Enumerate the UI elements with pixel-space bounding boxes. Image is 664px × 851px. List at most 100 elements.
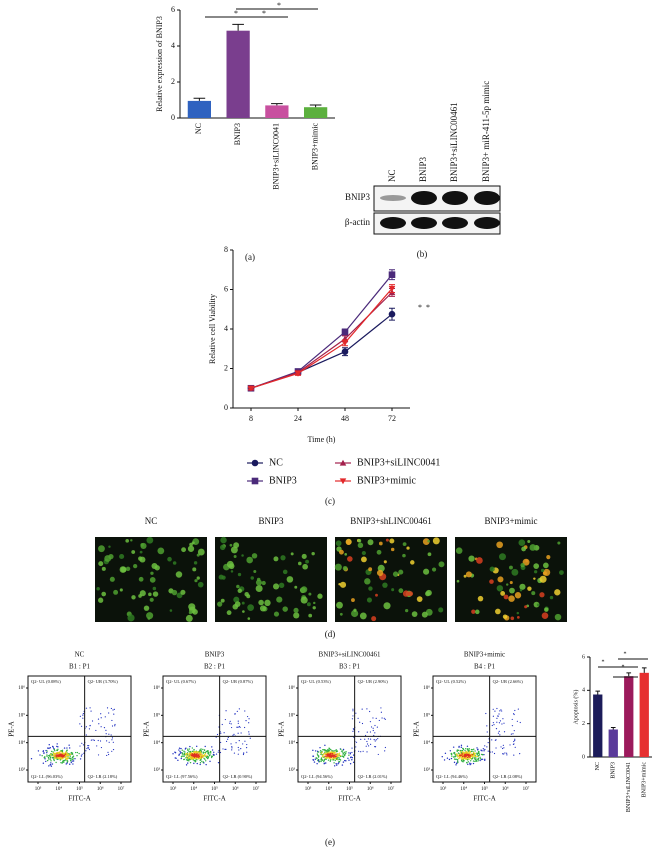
cell <box>468 555 475 562</box>
cell <box>148 592 152 597</box>
event-dot <box>342 748 345 751</box>
cell <box>197 548 205 556</box>
cell <box>149 577 156 583</box>
cell <box>220 598 225 603</box>
quadrant-label: Q2- UL (0.53%) <box>301 679 331 684</box>
cell <box>125 539 129 543</box>
cell <box>477 595 484 602</box>
event-dot <box>192 756 194 759</box>
cell <box>157 547 165 555</box>
event-dot <box>319 749 322 752</box>
plot-frame <box>27 675 132 783</box>
event-dot <box>111 737 114 739</box>
cell <box>495 608 501 615</box>
cell <box>278 582 285 589</box>
event-dot <box>85 750 87 752</box>
event-dot <box>337 763 339 765</box>
cell <box>251 553 258 559</box>
blot-band <box>380 217 406 229</box>
x-tick-label: BNIP3+siLINC0041 <box>272 123 281 190</box>
event-dot <box>459 751 462 753</box>
event-dot <box>325 752 328 755</box>
event-dot <box>237 726 239 728</box>
event-dot <box>384 750 386 752</box>
event-dot <box>349 756 352 759</box>
cell <box>456 579 460 583</box>
event-dot <box>87 746 89 749</box>
event-dot <box>199 762 202 764</box>
cell <box>317 593 323 599</box>
event-dot <box>190 753 192 755</box>
event-dot <box>352 730 354 732</box>
y-tick-label: 2 <box>171 77 175 86</box>
event-dot <box>100 726 102 728</box>
y-tick-label: 0 <box>582 754 585 760</box>
cell <box>518 539 526 547</box>
event-dot <box>463 755 465 757</box>
cell <box>540 568 545 573</box>
event-dot <box>111 719 113 722</box>
cell <box>273 583 280 590</box>
event-dot <box>456 760 459 762</box>
event-dot <box>475 759 477 761</box>
event-dot <box>68 753 70 755</box>
event-dot <box>177 759 179 762</box>
x-tick-label: NC <box>194 123 203 134</box>
event-dot <box>503 722 505 724</box>
event-dot <box>503 747 505 749</box>
cell <box>391 588 395 592</box>
event-dot <box>502 753 504 755</box>
cell <box>392 571 399 577</box>
x-tick-label: 10⁴ <box>460 786 467 792</box>
event-dot <box>50 752 52 755</box>
event-dot <box>370 726 373 728</box>
cell <box>172 561 177 565</box>
marker <box>339 478 347 485</box>
event-dot <box>452 752 455 754</box>
cell <box>475 609 480 615</box>
blot-box <box>373 212 501 235</box>
x-tick-label: 10⁴ <box>325 786 332 792</box>
event-dot <box>106 754 108 757</box>
cell <box>385 538 389 542</box>
event-dot <box>202 761 205 763</box>
event-dot <box>497 732 500 734</box>
event-dot <box>480 758 482 760</box>
cell <box>300 586 308 593</box>
cell <box>113 589 119 595</box>
event-dot <box>472 755 475 757</box>
cell <box>273 556 279 562</box>
cell <box>98 561 104 567</box>
event-dot <box>498 722 501 724</box>
event-dot <box>316 753 319 755</box>
cell <box>364 578 371 585</box>
event-dot <box>79 715 81 717</box>
cell <box>382 582 388 588</box>
cell <box>336 601 343 609</box>
y-tick-label: 10⁵ <box>288 712 295 718</box>
event-dot <box>50 760 52 762</box>
plot-frame <box>297 675 402 783</box>
y-axis-label: PE-A <box>8 721 16 737</box>
event-dot <box>192 754 195 757</box>
event-dot <box>194 759 197 762</box>
quadrant-label: Q2- UR (0.87%) <box>223 679 254 684</box>
error-bar <box>595 690 601 695</box>
event-dot <box>189 756 191 759</box>
event-dot <box>492 708 494 710</box>
cell <box>259 605 267 612</box>
event-dot <box>179 752 182 754</box>
event-dot <box>43 757 45 759</box>
cell <box>425 589 432 596</box>
event-dot <box>451 755 453 757</box>
cell <box>527 539 531 543</box>
event-dot <box>202 755 205 757</box>
cell <box>357 542 364 549</box>
event-dot <box>475 755 477 758</box>
row-label: β-actin <box>345 217 371 227</box>
event-dot <box>233 752 236 754</box>
event-dot <box>342 753 344 755</box>
event-dot <box>337 757 339 759</box>
x-tick-label: NC <box>595 762 601 770</box>
cell <box>236 584 240 589</box>
